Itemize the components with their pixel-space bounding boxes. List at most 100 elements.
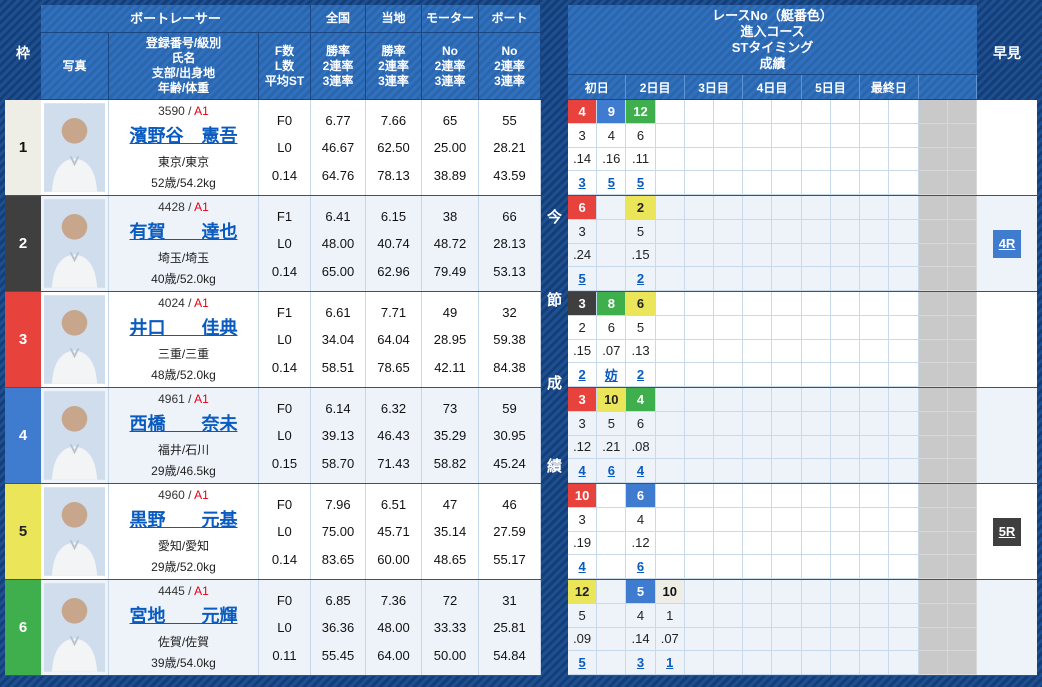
- race-result-link[interactable]: 2: [636, 367, 645, 383]
- result-grid-cell: [684, 459, 715, 483]
- result-grid-cell: [947, 339, 977, 364]
- result-grid-cell: [743, 123, 773, 148]
- result-grid-cell: [830, 507, 861, 532]
- race-result-link[interactable]: 6: [607, 463, 615, 479]
- motor-rates-cell: 38 48.72 79.49: [422, 196, 479, 291]
- result-grid-cell: [830, 123, 861, 148]
- result-grid-cell: [772, 123, 802, 148]
- race-result-link[interactable]: 4: [636, 463, 645, 479]
- age-weight: 52歳/54.2kg: [151, 175, 216, 190]
- race-result-link[interactable]: 妨: [604, 368, 618, 384]
- racer-photo[interactable]: [41, 196, 109, 291]
- result-grid-cell: [801, 267, 831, 291]
- race-result-link[interactable]: 5: [607, 175, 615, 191]
- result-grid-cell: [655, 123, 685, 148]
- result-grid-cell: [772, 147, 802, 172]
- race-result-link[interactable]: 2: [578, 367, 586, 383]
- race-result-cell: 6: [626, 555, 656, 579]
- racer-name-link[interactable]: 濱野谷 憲吾: [129, 126, 238, 147]
- national-rates-header: 勝率 2連率 3連率: [311, 33, 366, 100]
- fl-st-cell: F0 L0 0.11: [259, 580, 311, 675]
- racer-name-link[interactable]: 西橋 奈未: [129, 414, 238, 435]
- race-result-link[interactable]: 4: [578, 463, 586, 479]
- racer-name-link[interactable]: 宮地 元輝: [129, 606, 238, 627]
- result-grid-cell: [684, 531, 715, 556]
- racer-photo[interactable]: [41, 388, 109, 483]
- racer-photo[interactable]: [41, 100, 109, 195]
- result-grid-cell: [801, 580, 831, 604]
- result-grid-cell: [918, 243, 948, 268]
- result-grid-cell: [655, 507, 685, 532]
- race-result-cell: 4: [568, 459, 598, 483]
- hayami-race-button[interactable]: 4R: [993, 229, 1021, 258]
- fl-st-value: L0: [277, 236, 292, 251]
- fl-st-value: 0.11: [272, 647, 297, 663]
- result-grid-cell: [860, 315, 890, 340]
- result-grid-cell: [597, 267, 627, 291]
- result-grid-cell: [889, 388, 919, 412]
- local-header: 当地: [366, 5, 422, 33]
- racer-detail-header-line: 登録番号/級別: [145, 36, 222, 50]
- fl-st-value: F0: [276, 400, 293, 416]
- branch-origin: 三重/三重: [157, 346, 210, 361]
- racer-name-link[interactable]: 有賀 達也: [129, 222, 238, 243]
- race-result-link[interactable]: 5: [578, 655, 586, 671]
- fl-st-value: L0: [277, 140, 292, 155]
- result-grid-cell: [684, 411, 715, 436]
- result-grid-cell: [743, 147, 773, 172]
- result-grid-cell: [918, 267, 948, 291]
- result-grid-cell: [830, 603, 861, 628]
- race-result-link[interactable]: 5: [636, 175, 645, 191]
- race-result-link[interactable]: 3: [578, 175, 586, 191]
- race-result-link[interactable]: 3: [636, 655, 645, 671]
- fl-st-value: F0: [276, 592, 293, 608]
- racer-name-link[interactable]: 黒野 元基: [129, 510, 238, 531]
- result-grid-cell: [889, 243, 919, 268]
- racer-photo[interactable]: [41, 580, 109, 675]
- racer-photo[interactable]: [41, 484, 109, 579]
- day-header-1: 初日: [568, 75, 627, 99]
- entry-course-cell: 6: [597, 315, 627, 340]
- result-grid-cell: [772, 219, 802, 244]
- result-grid-cell: [655, 196, 685, 220]
- national-header: 全国: [311, 5, 366, 33]
- result-grid-cell: [830, 388, 861, 412]
- result-grid-cell: [714, 196, 744, 220]
- st-timing-cell: .19: [568, 531, 598, 556]
- national-rates-cell: 6.85 36.36 55.45: [311, 580, 366, 675]
- fl-st-value: 0.15: [271, 455, 298, 471]
- result-grid-cell: [801, 363, 831, 387]
- hayami-race-button[interactable]: 5R: [993, 517, 1021, 546]
- result-grid-cell: [801, 555, 831, 579]
- result-grid-cell: [772, 292, 802, 316]
- result-grid-cell: [743, 388, 773, 412]
- boat-rate-value: 66: [502, 208, 517, 224]
- racer-photo[interactable]: [41, 292, 109, 387]
- result-grid-cell: [918, 555, 948, 579]
- race-result-link[interactable]: 5: [578, 271, 586, 287]
- rate-header-line: 3連率: [494, 73, 525, 88]
- result-grid-cell: [772, 267, 802, 291]
- result-grid-cell: [801, 651, 831, 675]
- national-rate-value: 48.00: [321, 236, 355, 251]
- result-grid-cell: [743, 603, 773, 628]
- frame-column-header: 枠: [16, 44, 30, 61]
- race-number-cell: 12: [626, 100, 656, 124]
- race-result-link[interactable]: 6: [636, 559, 645, 575]
- frame-number: 6: [5, 580, 41, 675]
- result-grid-cell: [655, 555, 685, 579]
- result-grid-cell: [918, 484, 948, 508]
- result-grid-cell: [860, 219, 890, 244]
- race-result-link[interactable]: 1: [666, 655, 674, 671]
- result-grid-cell: [830, 580, 861, 604]
- motor-rate-value: 35.14: [433, 524, 467, 539]
- results-header-line: 進入コース: [740, 23, 805, 39]
- race-result-cell: 5: [597, 171, 627, 195]
- motor-rate-value: 48.65: [433, 551, 467, 567]
- result-grid-cell: [860, 531, 890, 556]
- race-result-link[interactable]: 2: [636, 271, 645, 287]
- racer-name-link[interactable]: 井口 佳典: [129, 318, 238, 339]
- result-grid-cell: [743, 459, 773, 483]
- result-grid-cell: [743, 435, 773, 460]
- race-result-link[interactable]: 4: [578, 559, 586, 575]
